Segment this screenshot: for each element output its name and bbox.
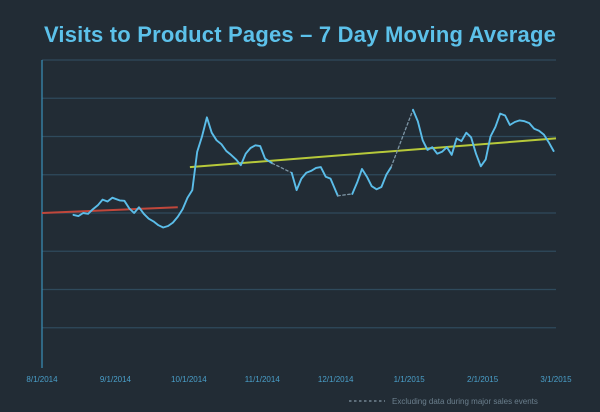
x-tick-label: 11/1/2014 [245,375,281,384]
series-segment-dashed [337,193,353,197]
x-tick-label: 10/1/2014 [171,375,207,384]
trend-lines [41,137,557,214]
chart-title: Visits to Product Pages – 7 Day Moving A… [43,22,557,47]
series-segment-dashed [390,109,414,168]
series-segment [72,116,274,229]
x-tick-label: 9/1/2014 [100,375,132,384]
legend-dashed-label: Excluding data during major sales events [392,397,538,406]
series-segment [290,166,339,197]
trend-line-before [41,206,178,214]
legend: Excluding data during major sales events [349,397,538,406]
x-tick-label: 3/1/2015 [540,375,572,384]
series-segment-dashed [271,162,293,174]
visits-series [72,108,555,229]
series-segment [351,166,393,195]
x-tick-label: 8/1/2014 [26,375,58,384]
x-tick-label: 2/1/2015 [467,375,499,384]
gridlines [42,59,556,329]
x-axis-tick-labels: 8/1/2014 9/1/2014 10/1/2014 11/1/2014 12/1/2… [26,375,572,384]
x-tick-label: 1/1/2015 [394,375,426,384]
series-segment [412,108,555,168]
trend-line-after [189,137,557,169]
x-tick-label: 12/1/2014 [318,375,354,384]
